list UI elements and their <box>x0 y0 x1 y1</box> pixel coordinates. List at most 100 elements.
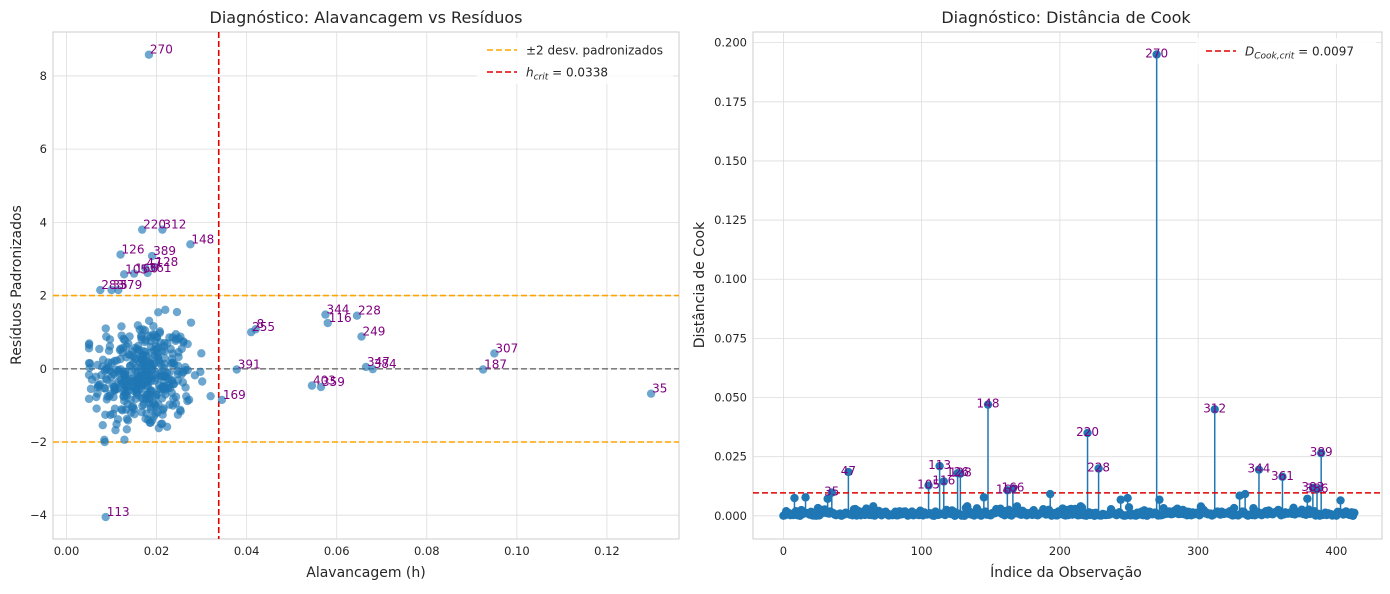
scatter-point <box>117 322 126 331</box>
scatter-point <box>110 404 120 413</box>
scatter-point <box>139 400 149 409</box>
tick-labels: 0 100 200 300 400 0.000 0.025 0.050 0.075 0.100 0.… <box>714 36 1347 558</box>
point-label: 347 <box>367 355 390 369</box>
scatter-point <box>110 356 119 366</box>
scatter-point <box>107 285 116 295</box>
stem-marker <box>1094 464 1103 473</box>
scatter-point <box>129 269 139 278</box>
point-label: 220 <box>143 218 166 232</box>
scatter-point <box>101 512 110 522</box>
stem-marker <box>935 461 944 471</box>
x-tick-label: 300 <box>1187 544 1209 558</box>
stem-marker <box>979 493 989 502</box>
x-tick-label: 0.12 <box>594 544 620 558</box>
scatter-point <box>138 325 147 334</box>
point-label: 47 <box>146 256 161 270</box>
point-label: 148 <box>191 232 214 246</box>
point-label: 166 <box>135 262 158 276</box>
scatter-point <box>307 381 317 390</box>
scatter-point <box>140 365 149 375</box>
stem-marker <box>1350 508 1359 517</box>
stem-marker <box>939 477 948 486</box>
scatter-point <box>152 390 161 400</box>
scatter-point <box>141 336 151 345</box>
x-tick-label: 100 <box>911 544 933 558</box>
scatter-point <box>150 400 160 409</box>
scatter-point <box>98 421 107 430</box>
point-label: 312 <box>1203 401 1226 415</box>
scatter-point <box>92 392 101 402</box>
point-label: 187 <box>484 358 507 372</box>
point-label: 383 <box>1301 480 1324 494</box>
point-label: 386 <box>1306 481 1329 495</box>
cooks-distance-chart: 0 100 200 300 400 0.000 0.025 0.050 0.075 0.100 0.… <box>692 8 1383 581</box>
point-label: 283 <box>101 278 124 292</box>
stem-marker <box>790 493 799 503</box>
scatter-point <box>113 415 123 424</box>
stem-marker <box>983 400 993 409</box>
stem-marker <box>1155 495 1164 504</box>
scatter-point <box>162 422 172 431</box>
scatter-point <box>158 225 167 234</box>
point-label: 255 <box>252 320 275 334</box>
scatter-point <box>110 386 119 395</box>
x-tick-label: 200 <box>1049 544 1071 558</box>
y-tick-label: 8 <box>40 69 47 83</box>
scatter-point <box>141 414 150 423</box>
point-label: 389 <box>153 244 176 258</box>
scatter-point <box>133 341 143 351</box>
point-label: 220 <box>1076 425 1099 439</box>
stem-marker <box>1124 503 1134 512</box>
point-label: 391 <box>238 358 261 372</box>
scatter-point <box>144 316 154 325</box>
scatter-point <box>95 344 104 354</box>
point-label: 47 <box>841 464 856 478</box>
scatter-point <box>206 391 215 401</box>
scatter-point <box>111 425 120 435</box>
scatter-point <box>183 339 192 349</box>
y-tick-label: 0.075 <box>714 331 747 345</box>
scatter-point <box>190 371 200 380</box>
y-tick-label: 0.200 <box>714 36 747 50</box>
scatter-point <box>143 268 152 278</box>
x-tick-label: 0.08 <box>414 544 440 558</box>
point-label: 403 <box>313 374 336 388</box>
point-label: 126 <box>946 465 969 479</box>
scatter-point <box>131 384 141 394</box>
point-label: 35 <box>652 382 667 396</box>
stem-marker <box>1316 448 1326 458</box>
scatter-point <box>147 251 157 261</box>
scatter-point <box>118 406 127 415</box>
point-label: 169 <box>223 388 246 402</box>
point-label: 105 <box>917 478 940 492</box>
x-tick-label: 400 <box>1325 544 1347 558</box>
y-tick-label: 0.025 <box>714 450 747 464</box>
scatter-point <box>122 425 132 434</box>
y-tick-label: 4 <box>40 215 47 229</box>
scatter-point <box>154 308 163 317</box>
scatter-point <box>152 345 161 354</box>
scatter-point <box>352 311 362 320</box>
legend: ±2 desv. padronizados hcrit = 0.0338 <box>477 38 673 84</box>
scatter-point <box>321 310 330 319</box>
stem-marker <box>1240 489 1250 499</box>
point-label: 344 <box>326 303 349 317</box>
scatter-point <box>177 344 186 353</box>
y-tick-label: 6 <box>40 142 47 156</box>
scatter-point <box>159 342 169 351</box>
scatter-point <box>86 384 96 394</box>
stem-marker <box>869 502 878 511</box>
stem-markers <box>779 50 1359 520</box>
scatter-point <box>646 389 656 398</box>
point-label: 162 <box>996 482 1019 496</box>
scatter-point <box>116 250 125 259</box>
y-tick-label: 0.100 <box>714 272 747 286</box>
stem-marker <box>956 469 965 478</box>
stem-marker <box>1046 489 1055 499</box>
stem-marker <box>1008 484 1018 493</box>
scatter-point <box>106 410 115 420</box>
point-label: 228 <box>1087 460 1110 474</box>
scatter-point <box>101 324 110 333</box>
stem-marker <box>1116 495 1125 504</box>
